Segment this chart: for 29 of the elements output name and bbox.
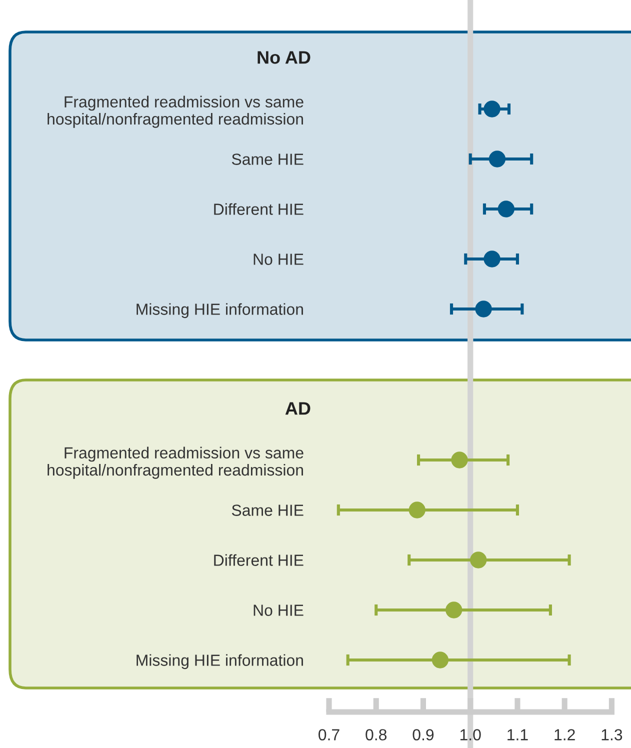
y-tick-label: Missing HIE information bbox=[136, 303, 303, 318]
x-tick-label: 1.1 bbox=[508, 729, 528, 740]
y-tick-label: Different HIE bbox=[214, 203, 304, 215]
x-tick-label: 1.3 bbox=[602, 729, 622, 740]
x-tick-label: 0.8 bbox=[366, 729, 387, 740]
y-tick-label: Different HIE bbox=[214, 554, 304, 566]
chart-title: No AD bbox=[258, 51, 310, 64]
point bbox=[451, 452, 468, 468]
x-tick-label: 0.9 bbox=[412, 729, 434, 740]
x-tick-label: 0.7 bbox=[318, 729, 340, 740]
y-tick-label: Same HIE bbox=[232, 154, 304, 165]
point bbox=[498, 200, 514, 218]
y-tick-label: Fragmented readmission vs same hospital/nonfragmented readmission bbox=[48, 96, 304, 128]
y-tick-label: Fragmented readmission vs same hospital/nonfragmented readmission bbox=[48, 446, 304, 479]
point bbox=[488, 150, 506, 168]
point bbox=[408, 502, 426, 518]
point bbox=[484, 100, 500, 118]
point bbox=[446, 602, 462, 618]
point bbox=[470, 552, 487, 568]
point bbox=[475, 300, 492, 318]
x-tick-label: 1.2 bbox=[554, 729, 575, 740]
y-tick-label: Same HIE bbox=[232, 504, 304, 516]
x-tick-label: 1.0 bbox=[460, 729, 481, 740]
y-tick-label: No HIE bbox=[254, 604, 304, 616]
point bbox=[432, 652, 449, 668]
chart-title: AD bbox=[285, 402, 310, 415]
point bbox=[484, 250, 500, 268]
y-tick-label: Missing HIE information bbox=[136, 654, 303, 670]
y-tick-label: No HIE bbox=[254, 254, 304, 265]
